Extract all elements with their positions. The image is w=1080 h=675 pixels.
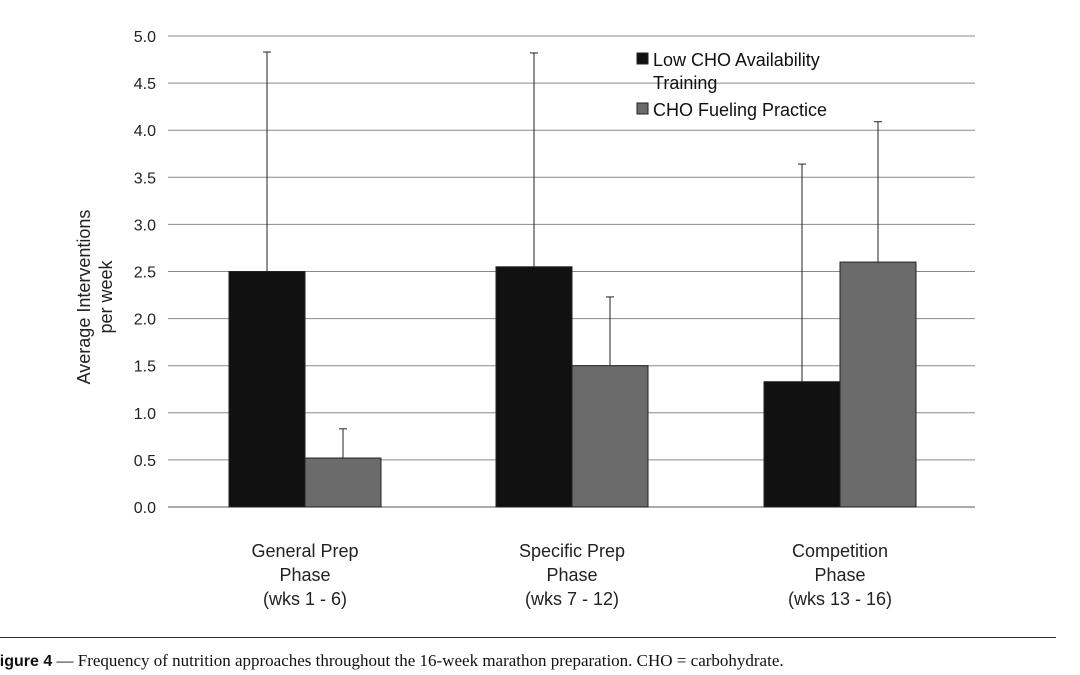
y-tick-label: 2.5 <box>134 265 156 282</box>
y-tick-label: 2.0 <box>134 312 156 329</box>
x-category-label: Competition <box>792 541 888 561</box>
y-tick-label: 3.5 <box>134 170 156 187</box>
caption-divider <box>0 637 1056 638</box>
y-axis-title: Average Interventions <box>74 210 94 385</box>
y-tick-label: 1.0 <box>134 406 156 423</box>
x-category-label: (wks 1 - 6) <box>263 589 347 609</box>
bar <box>304 457 382 508</box>
x-category-label: (wks 13 - 16) <box>788 589 892 609</box>
y-tick-label: 5.0 <box>134 29 156 46</box>
y-tick-label: 0.5 <box>134 453 156 470</box>
y-axis-ticks: 0.0 0.5 1.0 1.5 2.0 2.5 3.0 3.5 4.0 4.5 5.0 <box>134 29 156 517</box>
y-tick-label: 0.0 <box>134 500 156 517</box>
x-category-label: Specific Prep <box>519 541 625 561</box>
x-category-label: (wks 7 - 12) <box>525 589 619 609</box>
y-tick-label: 3.0 <box>134 217 156 234</box>
x-axis-categories: General Prep Phase (wks 1 - 6) Specific Pre… <box>251 541 892 609</box>
error-bars <box>263 51 882 459</box>
y-axis-label: Average Interventions per week <box>74 210 116 385</box>
legend-label: Training <box>653 73 717 93</box>
bar <box>763 381 841 508</box>
bar <box>228 271 306 508</box>
caption-text: — Frequency of nutrition approaches thro… <box>52 651 784 670</box>
legend-label: CHO Fueling Practice <box>653 100 827 120</box>
legend-label: Low CHO Availability <box>653 50 820 70</box>
y-axis-title: per week <box>96 259 116 333</box>
figure-caption: Figure 4 — Frequency of nutrition approa… <box>0 651 1080 673</box>
y-tick-label: 4.5 <box>134 76 156 93</box>
y-tick-label: 4.0 <box>134 123 156 140</box>
bar <box>495 266 573 508</box>
y-tick-label: 1.5 <box>134 359 156 376</box>
bar <box>571 365 649 508</box>
bar <box>839 261 917 508</box>
bars <box>228 261 917 508</box>
x-category-label: General Prep <box>251 541 358 561</box>
legend: Low CHO Availability Training CHO Fueling … <box>636 50 827 120</box>
legend-swatch <box>636 52 649 65</box>
x-category-label: Phase <box>279 565 330 585</box>
legend-swatch <box>636 102 649 115</box>
caption-label: Figure 4 <box>0 653 53 670</box>
x-category-label: Phase <box>546 565 597 585</box>
x-category-label: Phase <box>814 565 865 585</box>
